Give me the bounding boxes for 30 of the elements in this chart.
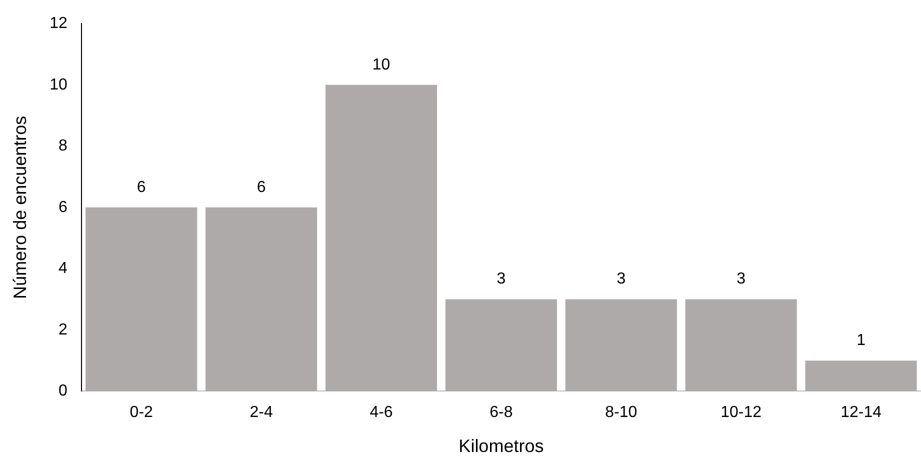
- x-tick-label: 10-12: [720, 404, 762, 422]
- x-tick-label: 2-4: [250, 404, 273, 422]
- data-label: 3: [616, 270, 626, 288]
- x-tick-label: 4-6: [370, 404, 393, 422]
- x-tick-label: 0-2: [130, 404, 154, 422]
- data-label: 3: [736, 270, 746, 288]
- bar: [565, 299, 677, 392]
- data-label: 10: [372, 56, 390, 74]
- y-tick-label: 10: [50, 76, 68, 94]
- data-label: 6: [136, 178, 146, 196]
- bar: [86, 207, 198, 392]
- bar: [805, 360, 917, 392]
- y-axis-title: Número de encuentros: [10, 116, 30, 299]
- x-tick-label: 6-8: [490, 404, 513, 422]
- y-tick-label: 0: [58, 382, 68, 400]
- y-tick-label: 6: [58, 198, 68, 216]
- data-label: 6: [256, 178, 266, 196]
- x-axis-title: Kilometros: [458, 436, 544, 456]
- bar: [325, 84, 438, 392]
- x-tick-label: 12-14: [840, 404, 882, 422]
- y-tick-label: 12: [50, 15, 68, 32]
- bar: [445, 299, 557, 392]
- bar: [685, 299, 797, 392]
- y-tick-label: 4: [58, 260, 68, 278]
- data-label: 3: [496, 270, 506, 288]
- y-tick-label: 8: [58, 138, 68, 155]
- data-label: 1: [856, 332, 866, 349]
- bar: [206, 207, 318, 392]
- y-tick-label: 2: [58, 321, 68, 338]
- x-tick-label: 8-10: [605, 404, 638, 422]
